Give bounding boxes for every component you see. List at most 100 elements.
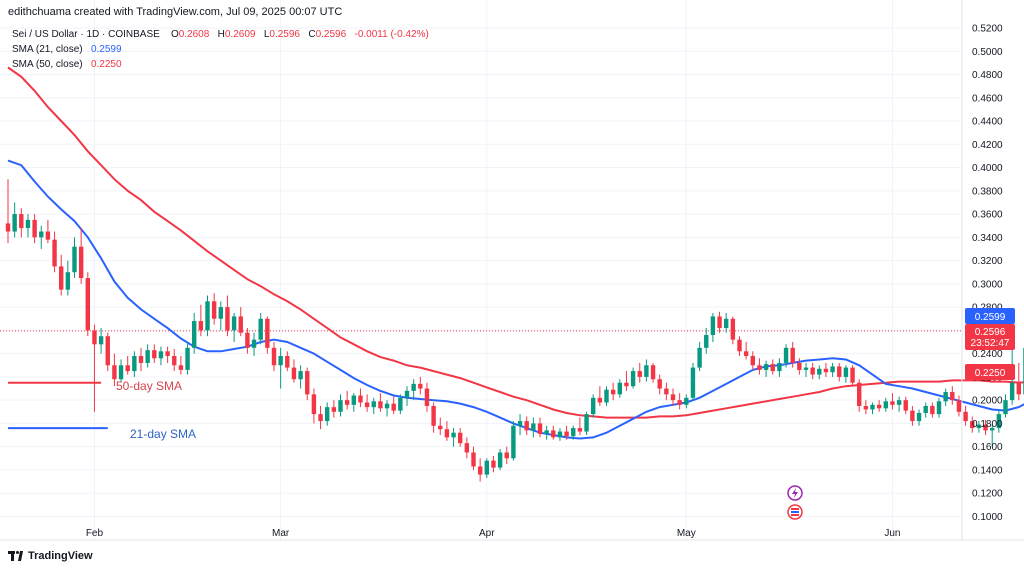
candle-up[interactable]	[158, 346, 164, 366]
candle-down[interactable]	[850, 365, 855, 387]
candle-down[interactable]	[930, 402, 935, 418]
candle-down[interactable]	[910, 405, 915, 426]
candle-up[interactable]	[325, 402, 330, 426]
candle-down[interactable]	[950, 386, 955, 405]
candle-up[interactable]	[996, 409, 1002, 433]
candle-down[interactable]	[52, 231, 57, 273]
candle-down[interactable]	[238, 307, 243, 337]
candle-up[interactable]	[783, 344, 789, 368]
candle-up[interactable]	[497, 449, 503, 470]
candle-down[interactable]	[664, 382, 669, 401]
candle-down[interactable]	[637, 362, 642, 383]
candle-up[interactable]	[384, 400, 390, 417]
candle-down[interactable]	[890, 393, 895, 410]
candle-down[interactable]	[577, 417, 583, 436]
candle-up[interactable]	[65, 260, 71, 296]
candle-down[interactable]	[823, 362, 829, 377]
candle-up[interactable]	[923, 402, 928, 418]
candle-down[interactable]	[424, 382, 430, 412]
candle-down[interactable]	[318, 405, 323, 430]
candle-down[interactable]	[750, 351, 755, 370]
candle-down[interactable]	[178, 355, 184, 375]
candle-down[interactable]	[504, 446, 509, 465]
candle-down[interactable]	[956, 395, 962, 417]
price-axis[interactable]: 0.5200 0.5000 0.4800 0.4600 0.4400 0.4200 0.40…	[972, 24, 1003, 523]
candle-down[interactable]	[857, 379, 862, 412]
candle-down[interactable]	[837, 362, 842, 382]
candle-up[interactable]	[843, 365, 849, 383]
candle-down[interactable]	[737, 336, 742, 356]
candle-down[interactable]	[624, 371, 629, 391]
candles[interactable]	[5, 179, 1024, 482]
candle-down[interactable]	[211, 293, 217, 325]
candle-up[interactable]	[896, 396, 902, 412]
candle-down[interactable]	[418, 376, 423, 395]
candle-up[interactable]	[604, 386, 609, 406]
candle-up[interactable]	[451, 428, 456, 447]
candle-down[interactable]	[165, 346, 170, 363]
candle-up[interactable]	[710, 312, 716, 343]
candle-up[interactable]	[398, 394, 403, 415]
candle-up[interactable]	[145, 344, 150, 368]
candle-down[interactable]	[551, 425, 556, 440]
candle-down[interactable]	[331, 400, 337, 418]
candle-up[interactable]	[192, 312, 197, 354]
candle-down[interactable]	[757, 358, 762, 375]
candle-down[interactable]	[963, 405, 968, 426]
candle-down[interactable]	[358, 388, 363, 408]
candle-up[interactable]	[298, 365, 303, 389]
candle-down[interactable]	[45, 219, 51, 244]
candle-up[interactable]	[830, 362, 835, 377]
candle-down[interactable]	[524, 416, 529, 436]
candle-down[interactable]	[291, 359, 297, 383]
candle-down[interactable]	[125, 355, 130, 375]
candle-down[interactable]	[431, 402, 436, 433]
candle-down[interactable]	[477, 458, 483, 482]
symbol-legend-row[interactable]: Sei / US Dollar · 1D · COINBASE O0.2608 …	[12, 27, 429, 42]
candle-up[interactable]	[338, 394, 343, 417]
candle-down[interactable]	[225, 295, 230, 337]
time-axis[interactable]: FebMarAprMayJunJulAug	[86, 528, 1024, 539]
candle-up[interactable]	[12, 202, 17, 238]
candle-up[interactable]	[936, 397, 942, 418]
candle-up[interactable]	[684, 394, 689, 409]
candle-up[interactable]	[763, 360, 769, 377]
candle-up[interactable]	[1003, 394, 1008, 418]
candle-up[interactable]	[258, 312, 263, 345]
candle-down[interactable]	[730, 316, 736, 345]
candle-down[interactable]	[458, 428, 463, 447]
candle-up[interactable]	[591, 394, 596, 418]
candle-down[interactable]	[797, 358, 802, 375]
candle-up[interactable]	[644, 359, 649, 382]
candle-down[interactable]	[265, 316, 270, 354]
candle-down[interactable]	[311, 388, 317, 424]
candle-down[interactable]	[112, 353, 117, 387]
candle-down[interactable]	[105, 332, 110, 372]
candle-up[interactable]	[218, 301, 223, 331]
candle-down[interactable]	[876, 400, 882, 412]
candle-down[interactable]	[717, 311, 722, 333]
candle-down[interactable]	[19, 208, 24, 238]
candle-up[interactable]	[25, 214, 31, 238]
candle-up[interactable]	[617, 379, 622, 398]
candle-down[interactable]	[970, 416, 975, 433]
candle-up[interactable]	[630, 367, 636, 389]
candle-down[interactable]	[364, 394, 370, 412]
candle-up[interactable]	[404, 386, 410, 406]
candle-up[interactable]	[916, 409, 922, 426]
tradingview-logo[interactable]: TradingView	[8, 550, 93, 562]
candle-down[interactable]	[444, 421, 450, 441]
candle-down[interactable]	[743, 342, 749, 360]
candle-up[interactable]	[976, 421, 982, 433]
candle-up[interactable]	[517, 414, 523, 436]
candle-up[interactable]	[205, 295, 210, 337]
candle-up[interactable]	[990, 423, 995, 447]
candle-up[interactable]	[511, 421, 516, 461]
candle-down[interactable]	[677, 393, 682, 410]
candle-up[interactable]	[132, 351, 137, 377]
candle-up[interactable]	[72, 237, 77, 279]
candle-up[interactable]	[870, 402, 875, 415]
sma50-line[interactable]	[7, 66, 1024, 419]
chart-legend[interactable]: Sei / US Dollar · 1D · COINBASE O0.2608 …	[12, 27, 429, 72]
